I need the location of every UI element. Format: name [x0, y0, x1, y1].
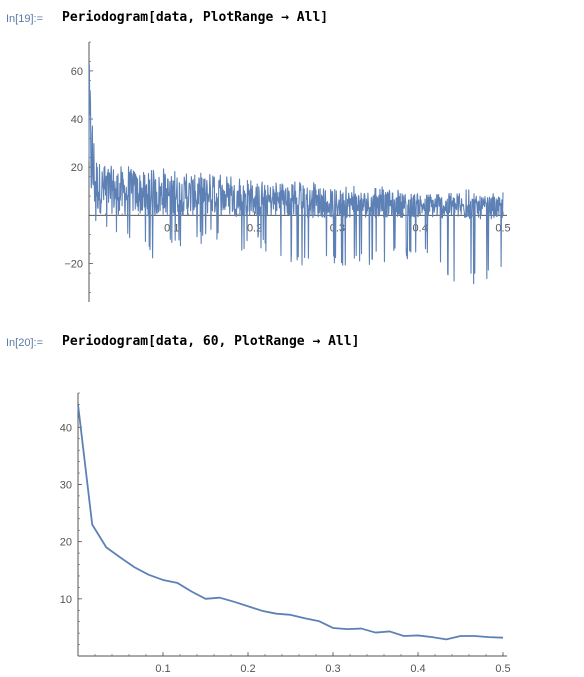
x-tick-label: 0.5 — [495, 663, 510, 675]
x-tick-label: 0.4 — [410, 663, 425, 675]
x-tick-label: 0.5 — [495, 222, 510, 234]
periodogram-series-line — [77, 404, 504, 641]
periodogram-plot-2: 0.1 0.2 0.3 0.4 0.5 10 20 30 40 — [60, 392, 511, 675]
cell-input-in19[interactable]: Periodogram[data, PlotRange → All] — [62, 10, 329, 25]
x-tick-label: 0.2 — [247, 222, 262, 234]
cell-input-in20[interactable]: Periodogram[data, 60, PlotRange → All] — [62, 334, 360, 349]
y-tick-label: 10 — [60, 594, 72, 606]
y-tick-label: 30 — [60, 479, 72, 491]
y-tick-label: 40 — [71, 114, 83, 126]
periodogram-series-line — [88, 64, 504, 285]
y-tick-label: −20 — [64, 258, 83, 270]
cell-label-in19: In[19]:= — [6, 13, 44, 25]
cell-label-in20: In[20]:= — [6, 337, 44, 349]
y-tick-label: 40 — [60, 422, 72, 434]
x-tick-label: 0.1 — [155, 663, 170, 675]
y-tick-label: 20 — [60, 537, 72, 549]
y-tick-label: 20 — [71, 162, 83, 174]
y-tick-label: 60 — [71, 66, 83, 78]
x-tick-label: 0.2 — [240, 663, 255, 675]
x-tick-label: 0.3 — [325, 663, 340, 675]
